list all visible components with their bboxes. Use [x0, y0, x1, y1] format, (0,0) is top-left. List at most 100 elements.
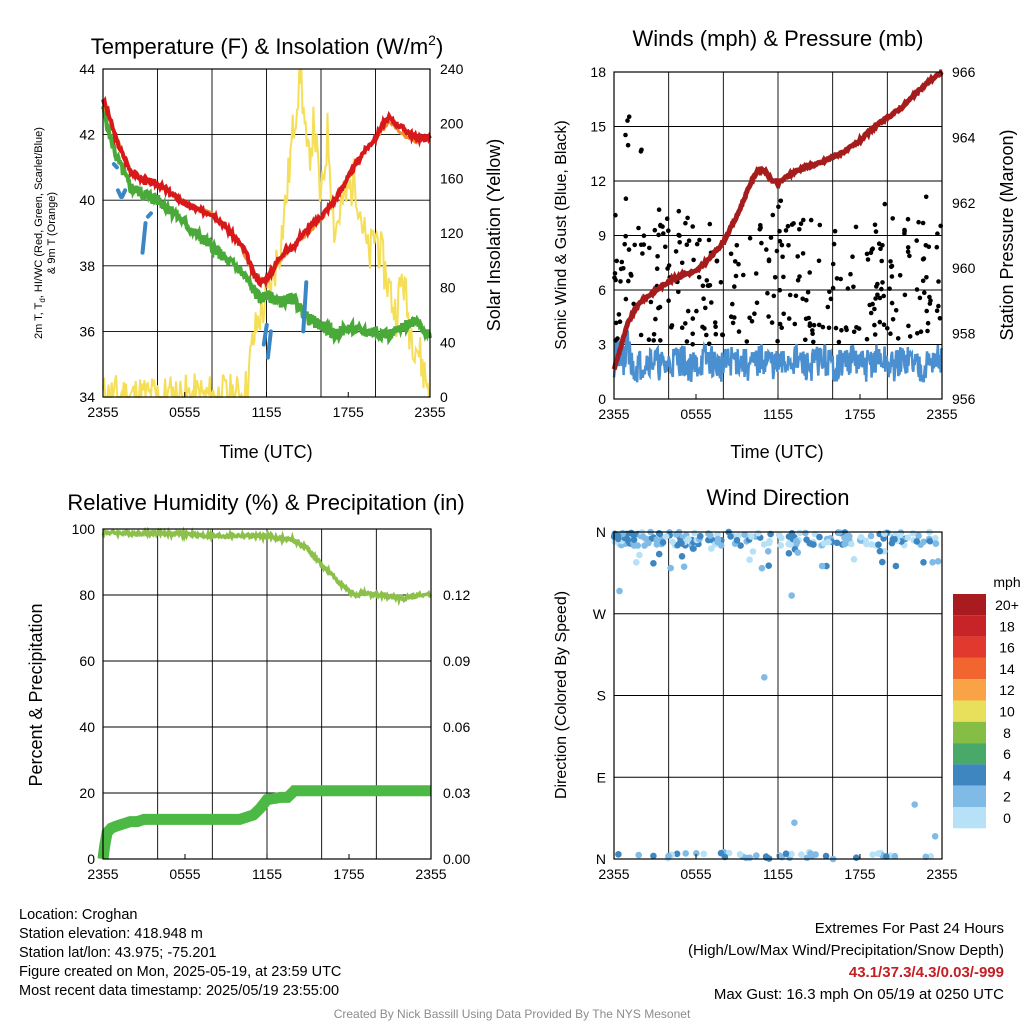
direction-point	[650, 560, 657, 567]
gust-point	[697, 237, 702, 243]
gust-point	[774, 248, 780, 254]
direction-point	[812, 851, 819, 858]
solar-y-ticks: 0 40 80 120 160 200 240	[440, 61, 464, 405]
gust-point	[936, 303, 941, 309]
direction-y-label: Direction (Colored By Speed)	[553, 591, 570, 799]
direction-point	[833, 539, 841, 547]
winds-grid	[614, 72, 942, 399]
direction-point	[635, 851, 642, 859]
gust-point	[765, 290, 770, 296]
data-timestamp: Most recent data timestamp: 2025/05/19 2…	[19, 983, 340, 999]
station-location: Location: Croghan	[19, 907, 138, 923]
gust-point	[694, 308, 699, 314]
gust-point	[831, 241, 837, 247]
gust-point	[741, 272, 746, 278]
direction-point	[881, 530, 888, 537]
y2-tick-label: 960	[952, 260, 976, 276]
gust-point	[781, 274, 786, 280]
x-tick-label: 2355	[87, 404, 118, 420]
gust-point	[935, 231, 940, 236]
gust-point	[771, 293, 777, 299]
y-tick-label: 80	[79, 587, 95, 603]
gust-point	[652, 227, 658, 233]
gust-point	[632, 242, 637, 248]
legend-swatch	[953, 721, 986, 744]
direction-point	[876, 547, 884, 555]
direction-point	[665, 852, 672, 860]
gust-point	[663, 244, 668, 250]
y2-tick-label: 0.06	[443, 719, 470, 735]
direction-point	[741, 531, 748, 538]
legend-swatch	[953, 615, 986, 637]
direction-point	[630, 532, 637, 539]
direction-point	[931, 833, 939, 840]
gust-point	[704, 332, 709, 338]
gust-point	[869, 247, 875, 253]
y-tick-label: 15	[590, 119, 606, 135]
gust-point	[777, 228, 782, 234]
gust-point	[683, 321, 688, 326]
gust-point	[779, 242, 785, 248]
x-tick-label: 2355	[598, 866, 629, 882]
y2-tick-label: 962	[952, 195, 976, 211]
direction-point	[841, 534, 848, 542]
gust-point	[747, 235, 753, 241]
gust-point	[753, 271, 759, 276]
gust-point	[879, 286, 884, 292]
legend-label: 12	[999, 682, 1015, 698]
gust-point	[712, 320, 718, 325]
direction-point	[857, 533, 865, 541]
y2-tick-label: 958	[952, 326, 976, 342]
y-tick-label: 12	[590, 173, 606, 189]
gust-point	[780, 254, 785, 260]
x-tick-label: 0555	[169, 866, 200, 882]
direction-point	[807, 850, 814, 857]
gust-point	[666, 263, 672, 268]
gust-point	[810, 328, 815, 333]
direction-point	[662, 533, 670, 540]
gust-point	[925, 328, 930, 334]
direction-point	[693, 850, 700, 857]
gust-point	[685, 215, 690, 221]
gust-point	[616, 312, 622, 317]
direction-point	[655, 550, 663, 558]
gust-point	[864, 251, 870, 257]
gust-point	[623, 233, 628, 239]
gust-point	[658, 338, 663, 343]
direction-point	[788, 850, 795, 858]
gust-point	[865, 257, 871, 262]
gust-point	[673, 249, 679, 254]
winds-y-ticks: 0 3 6 9 12 15 18	[590, 64, 606, 407]
x-tick-label: 2355	[415, 866, 446, 882]
gust-point	[924, 275, 929, 280]
extremes-title: Extremes For Past 24 Hours	[814, 920, 1004, 937]
gust-point	[785, 223, 791, 229]
direction-point	[848, 540, 855, 548]
direction-point	[862, 537, 869, 545]
direction-point	[875, 541, 882, 548]
gust-point	[694, 241, 700, 247]
gust-point	[872, 322, 877, 328]
gust-point	[850, 254, 855, 259]
gust-point	[626, 114, 632, 119]
direction-point	[682, 850, 689, 857]
direction-point	[897, 531, 904, 539]
direction-point	[760, 541, 768, 548]
gust-point	[872, 306, 877, 312]
gust-point	[877, 295, 883, 301]
gust-point	[621, 266, 626, 271]
gust-point	[781, 311, 786, 317]
gust-point	[749, 319, 755, 324]
temperature-x-label: Time (UTC)	[219, 442, 312, 462]
temperature-x-ticks: 2355 0555 1155 1755 2355	[87, 392, 446, 420]
gust-point	[626, 247, 632, 252]
direction-point	[650, 852, 657, 860]
gust-point	[770, 212, 776, 218]
legend-label: 6	[1003, 746, 1011, 762]
x-tick-label: 1155	[763, 866, 793, 882]
direction-point	[667, 564, 674, 572]
gust-point	[888, 259, 893, 264]
direction-point	[677, 538, 684, 546]
legend-label: 0	[1003, 810, 1011, 826]
y-tick-label: 20	[79, 785, 95, 801]
